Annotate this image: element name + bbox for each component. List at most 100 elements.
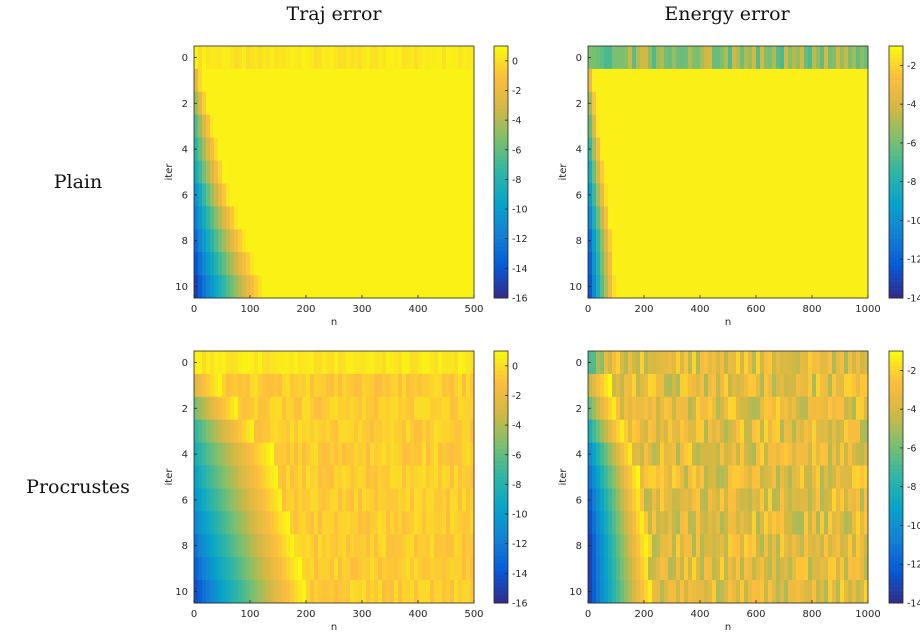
heatmap-cell [740, 534, 745, 558]
heatmap-cell [422, 580, 427, 604]
heatmap-cell [330, 442, 335, 466]
heatmap-cell [732, 183, 737, 207]
heatmap-cell [386, 351, 391, 375]
heatmap-cell [804, 511, 809, 535]
heatmap-cell [234, 557, 239, 581]
heatmap-cell [210, 557, 215, 581]
colorbar-segment [889, 148, 903, 153]
heatmap-cell [596, 206, 601, 230]
heatmap-cell [816, 229, 821, 253]
colorbar-segment [889, 496, 903, 502]
colorbar-segment [889, 242, 903, 248]
heatmap-cell [792, 46, 797, 70]
heatmap-cell [362, 252, 367, 276]
heatmap-cell [410, 114, 415, 139]
heatmap-cell [608, 229, 613, 253]
heatmap-cell [628, 275, 633, 299]
heatmap-cell [832, 488, 837, 512]
colorbar-segment [889, 132, 903, 138]
heatmap-cell [772, 137, 777, 161]
heatmap-cell [378, 373, 383, 398]
heatmap-cell [234, 46, 239, 70]
heatmap-cell [732, 68, 737, 93]
heatmap-cell [672, 351, 677, 375]
heatmap-cell [450, 114, 455, 139]
heatmap-cell [442, 252, 447, 276]
heatmap-cell [466, 557, 471, 581]
heatmap-cell [812, 114, 817, 139]
heatmap-cell [286, 488, 291, 512]
heatmap-cell [246, 46, 251, 70]
heatmap-cell [450, 396, 455, 421]
heatmap-cell [688, 351, 693, 375]
heatmap-cell [282, 91, 287, 116]
heatmap-cell [592, 206, 597, 230]
heatmap-cell [342, 252, 347, 276]
heatmap-cell [450, 442, 455, 466]
heatmap-cell [322, 229, 327, 253]
heatmap-cell [664, 419, 669, 444]
heatmap-cell [322, 511, 327, 535]
heatmap-cell [462, 534, 467, 558]
heatmap-cell [234, 229, 239, 253]
heatmap-cell [362, 114, 367, 139]
heatmap-cell [728, 511, 733, 535]
heatmap-cell [632, 91, 637, 116]
colorbar-tick-label: -14 [512, 264, 528, 275]
heatmap-cell [744, 252, 749, 276]
heatmap-cell [800, 580, 805, 604]
heatmap-cell [808, 114, 813, 139]
heatmap-cell [844, 229, 849, 253]
heatmap-cell [266, 373, 271, 398]
heatmap-cell [652, 46, 657, 70]
heatmap-cell [254, 46, 259, 70]
heatmap-cell [808, 465, 813, 489]
heatmap-cell [418, 465, 423, 489]
heatmap-cell [422, 91, 427, 116]
colorbar-segment [889, 595, 903, 600]
heatmap-cell [680, 46, 685, 70]
heatmap-cell [788, 396, 793, 421]
heatmap-cell [736, 396, 741, 421]
heatmap-cell [704, 557, 709, 581]
heatmap-cell [342, 137, 347, 161]
heatmap-cell [310, 183, 315, 207]
colorbar-segment [889, 480, 903, 486]
heatmap-cell [302, 229, 307, 253]
heatmap-cell [394, 511, 399, 535]
heatmap-cell [788, 465, 793, 489]
heatmap-cell [668, 183, 673, 207]
heatmap-cell [700, 419, 705, 444]
heatmap-cell [206, 114, 211, 139]
heatmap-cell [780, 511, 785, 535]
heatmap-cell [230, 137, 235, 161]
colorbar-segment [889, 543, 903, 549]
heatmap-cell [270, 275, 275, 299]
x-tick-label: 1000 [855, 609, 880, 620]
heatmap-cell [680, 114, 685, 139]
heatmap-cell [752, 68, 757, 93]
colorbar-segment [494, 278, 508, 283]
heatmap-cell [640, 206, 645, 230]
heatmap-cell [394, 160, 399, 184]
heatmap-cell [808, 419, 813, 444]
heatmap-cell [688, 534, 693, 558]
x-tick-label: 0 [191, 304, 197, 315]
heatmap-cell [382, 557, 387, 581]
heatmap-cell [362, 534, 367, 558]
heatmap-cell [688, 465, 693, 489]
heatmap-cell [588, 557, 593, 581]
heatmap-cell [398, 419, 403, 444]
heatmap-cell [668, 206, 673, 230]
heatmap-cell [704, 206, 709, 230]
heatmap-cell [358, 252, 363, 276]
heatmap-cell [660, 396, 665, 421]
colorbar-segment [494, 203, 508, 208]
heatmap-cell [748, 396, 753, 421]
heatmap-cell [724, 396, 729, 421]
heatmap-cell [270, 68, 275, 93]
heatmap-cell [450, 275, 455, 299]
colorbar-segment [889, 433, 903, 439]
heatmap-cell [222, 114, 227, 139]
x-tick-label: 500 [464, 304, 483, 315]
